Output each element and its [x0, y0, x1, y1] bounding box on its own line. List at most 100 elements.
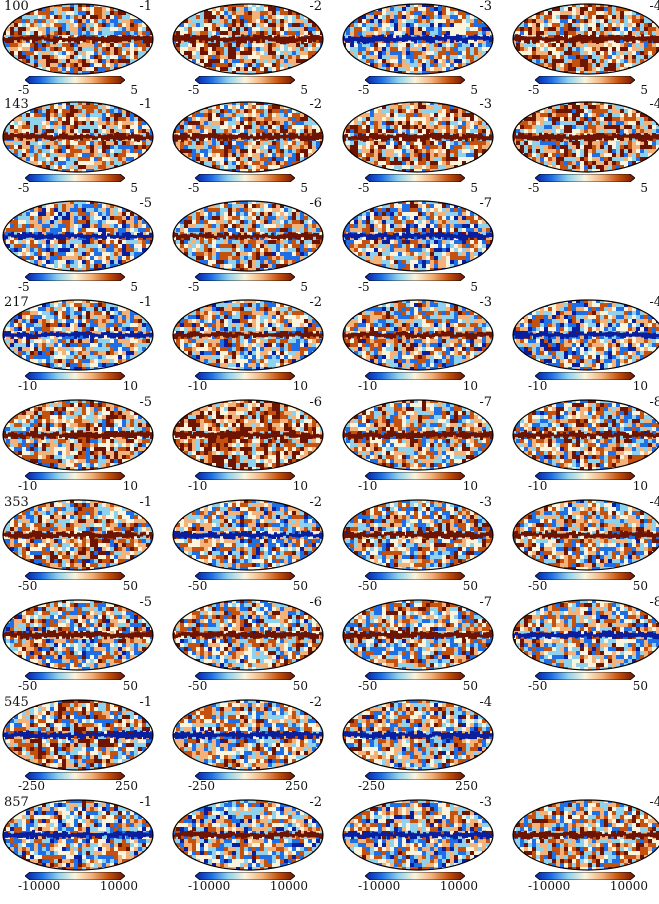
mollweide-map	[172, 399, 324, 471]
colorbar-min-label: -50	[18, 680, 37, 693]
map-panel: -4 -5 5	[510, 0, 659, 98]
colorbar-min-label: -5	[18, 182, 30, 195]
map-panel: -7 -10 10	[340, 396, 500, 494]
colorbar-max-label: 10000	[270, 880, 308, 893]
colorbar-max-label: 10	[123, 480, 138, 493]
colorbar-min-label: -10	[18, 380, 37, 393]
colorbar	[535, 76, 635, 84]
mollweide-map	[342, 799, 494, 871]
colorbar	[25, 174, 125, 182]
map-panel: -6 -5 5	[170, 197, 330, 295]
detector-label: -5	[139, 197, 152, 211]
mollweide-map	[342, 399, 494, 471]
detector-label: -6	[309, 396, 322, 410]
colorbar-min-label: -10	[528, 480, 547, 493]
mollweide-map	[342, 499, 494, 571]
colorbar-min-label: -50	[358, 680, 377, 693]
frequency-label: 217	[4, 296, 29, 310]
colorbar-max-label: 5	[470, 182, 478, 195]
mollweide-map	[172, 599, 324, 671]
map-panel: 857 -1 -10000 10000	[0, 796, 160, 894]
colorbar-min-label: -10	[358, 380, 377, 393]
map-panel: -6 -50 50	[170, 596, 330, 694]
colorbar	[365, 273, 465, 281]
colorbar-min-label: -5	[358, 182, 370, 195]
mollweide-map	[2, 499, 154, 571]
colorbar-min-label: -10	[18, 480, 37, 493]
mollweide-map	[2, 599, 154, 671]
colorbar-max-label: 5	[640, 84, 648, 97]
colorbar	[365, 872, 465, 880]
map-panel: -2 -5 5	[170, 0, 330, 98]
detector-label: -4	[649, 496, 659, 510]
colorbar-max-label: 10000	[610, 880, 648, 893]
colorbar	[535, 572, 635, 580]
mollweide-map	[172, 699, 324, 771]
colorbar-max-label: 5	[300, 84, 308, 97]
map-panel: -6 -10 10	[170, 396, 330, 494]
colorbar-min-label: -250	[18, 780, 45, 793]
colorbar	[195, 772, 295, 780]
colorbar	[195, 872, 295, 880]
colorbar-max-label: 5	[130, 281, 138, 294]
detector-label: -2	[309, 796, 322, 810]
colorbar-min-label: -5	[188, 84, 200, 97]
colorbar-max-label: 10	[293, 480, 308, 493]
frequency-label: 100	[4, 0, 29, 14]
map-panel: -4 -50 50	[510, 496, 659, 594]
map-panel: -8 -10 10	[510, 396, 659, 494]
colorbar	[365, 372, 465, 380]
detector-label: -1	[139, 0, 152, 14]
colorbar	[195, 174, 295, 182]
mollweide-map	[2, 699, 154, 771]
detector-label: -1	[139, 98, 152, 112]
detector-label: -3	[479, 296, 492, 310]
map-panel: -2 -10000 10000	[170, 796, 330, 894]
detector-label: -7	[479, 197, 492, 211]
colorbar	[535, 372, 635, 380]
map-panel: 217 -1 -10 10	[0, 296, 160, 394]
colorbar	[365, 572, 465, 580]
mollweide-map	[342, 3, 494, 75]
colorbar	[535, 472, 635, 480]
frequency-label: 353	[4, 496, 29, 510]
mollweide-map	[512, 299, 659, 371]
detector-label: -4	[649, 0, 659, 14]
colorbar-min-label: -50	[188, 580, 207, 593]
colorbar	[195, 672, 295, 680]
map-panel: -3 -5 5	[340, 0, 500, 98]
colorbar-min-label: -10000	[18, 880, 60, 893]
map-panel: -5 -10 10	[0, 396, 160, 494]
mollweide-map	[342, 299, 494, 371]
mollweide-map	[512, 399, 659, 471]
map-panel: -3 -10000 10000	[340, 796, 500, 894]
colorbar-max-label: 5	[300, 281, 308, 294]
colorbar-max-label: 5	[300, 182, 308, 195]
colorbar-max-label: 10000	[440, 880, 478, 893]
detector-label: -4	[649, 796, 659, 810]
mollweide-map	[2, 200, 154, 272]
colorbar-max-label: 10	[123, 380, 138, 393]
map-panel: -8 -50 50	[510, 596, 659, 694]
colorbar	[365, 672, 465, 680]
detector-label: -5	[139, 396, 152, 410]
colorbar	[195, 472, 295, 480]
colorbar-min-label: -50	[528, 580, 547, 593]
map-panel: -4 -10000 10000	[510, 796, 659, 894]
mollweide-map	[172, 200, 324, 272]
map-panel: -3 -10 10	[340, 296, 500, 394]
detector-label: -4	[479, 696, 492, 710]
colorbar-max-label: 10000	[100, 880, 138, 893]
map-panel: -2 -50 50	[170, 496, 330, 594]
colorbar-min-label: -50	[18, 580, 37, 593]
frequency-label: 545	[4, 696, 29, 710]
colorbar-max-label: 5	[470, 281, 478, 294]
mollweide-map	[2, 299, 154, 371]
mollweide-map	[342, 101, 494, 173]
colorbar-min-label: -50	[358, 580, 377, 593]
colorbar-min-label: -10000	[358, 880, 400, 893]
map-panel: 100 -1 -5 5	[0, 0, 160, 98]
colorbar-min-label: -10000	[188, 880, 230, 893]
mollweide-map	[512, 101, 659, 173]
